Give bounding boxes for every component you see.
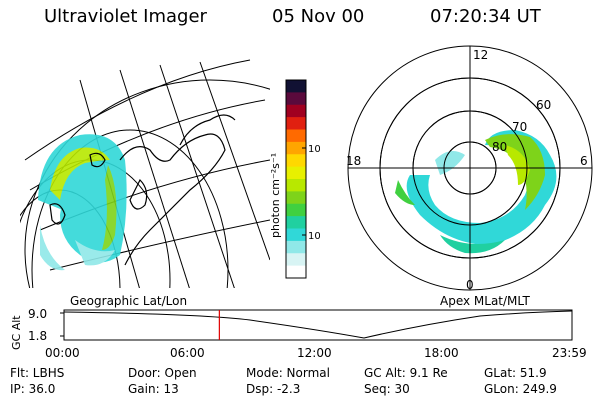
status-mode: Mode: Normal [246,366,330,380]
polar-plot: 12 18 6 0 60 70 80 [346,45,593,292]
colorbar-band [286,129,306,143]
altitude-ylabel: GC Alt [10,315,23,350]
time-tick-1200: 12:00 [297,346,332,360]
colorbar-band [286,203,306,217]
altitude-curve [63,310,573,339]
altitude-plot-frame [63,309,573,341]
mlt-label-right: 6 [580,154,588,168]
altitude-ytick-high: 9.0 [28,307,47,321]
altitude-plot: GC Alt 9.0 1.8 [10,307,573,350]
colorbar-band [286,166,306,180]
date-readout: 05 Nov 00 [272,6,365,27]
mlat-label-60: 60 [536,98,551,112]
colorbar-band [286,154,306,168]
status-dsp: Dsp: -2.3 [246,382,301,396]
geographic-map [20,59,270,288]
time-readout: 07:20:34 UT [430,6,541,27]
status-ip: IP: 36.0 [10,382,56,396]
time-tick-0600: 06:00 [170,346,205,360]
time-tick-0000: 00:00 [45,346,80,360]
colorbar: 100 10 photon cm⁻²s⁻¹ [269,79,320,279]
colorbar-band [286,228,306,242]
altitude-ytick-low: 1.8 [28,329,47,343]
status-glat: GLat: 51.9 [484,366,547,380]
mlt-label-left: 18 [346,154,361,168]
colorbar-band [286,117,306,130]
time-tick-2359: 23:59 [552,346,587,360]
colorbar-band [286,92,306,106]
status-flt: Flt: LBHS [10,366,65,380]
colorbar-band [286,216,306,229]
app-title: Ultraviolet Imager [44,6,207,27]
status-door: Door: Open [128,366,197,380]
status-gain: Gain: 13 [128,382,179,396]
mlt-label-bottom: 0 [466,278,474,292]
mlat-label-80: 80 [492,140,507,154]
colorbar-band [286,265,306,279]
colorbar-tick-10: 10 [308,231,320,242]
colorbar-band [286,240,306,254]
status-gcalt: GC Alt: 9.1 Re [364,366,448,380]
status-seq: Seq: 30 [364,382,410,396]
colorbar-band [286,253,306,267]
mlt-label-top: 12 [473,48,488,62]
time-tick-1800: 18:00 [424,346,459,360]
status-glon: GLon: 249.9 [484,382,557,396]
colorbar-band [286,104,306,118]
geo-panel-caption: Geographic Lat/Lon [70,294,188,308]
colorbar-band [286,179,306,192]
colorbar-unit-label: photon cm⁻²s⁻¹ [269,153,282,238]
polar-panel-caption: Apex MLat/MLT [440,294,530,308]
colorbar-tick-100: 100 [308,144,320,155]
colorbar-band [286,191,306,205]
colorbar-band [286,141,306,155]
colorbar-band [286,80,306,93]
mlat-label-70: 70 [512,120,527,134]
